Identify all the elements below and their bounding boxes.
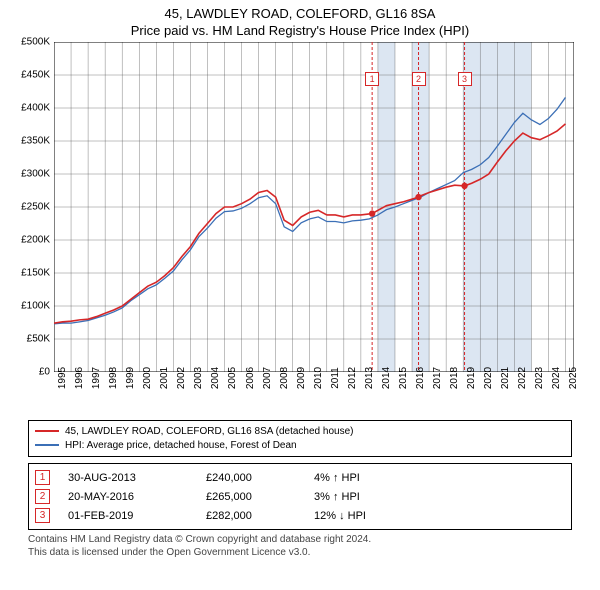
x-axis-tick-label: 2001 [159, 367, 170, 389]
x-axis-tick-label: 2024 [551, 367, 562, 389]
x-axis-tick-label: 2016 [415, 367, 426, 389]
x-axis-tick-label: 2022 [517, 367, 528, 389]
y-axis-tick-label: £50K [27, 334, 50, 345]
y-axis-tick-label: £450K [21, 70, 50, 81]
sale-row: 2 20-MAY-2016 £265,000 3% ↑ HPI [35, 487, 565, 506]
footer-attribution: Contains HM Land Registry data © Crown c… [28, 534, 572, 559]
sale-date: 30-AUG-2013 [68, 472, 188, 484]
legend-item: HPI: Average price, detached house, Fore… [35, 438, 565, 452]
x-axis-tick-label: 2020 [483, 367, 494, 389]
y-axis-tick-label: £150K [21, 268, 50, 279]
x-axis-tick-label: 2012 [347, 367, 358, 389]
legend-swatch [35, 444, 59, 446]
line-chart [54, 42, 574, 372]
sale-price: £265,000 [206, 491, 296, 503]
footer-line-1: Contains HM Land Registry data © Crown c… [28, 534, 572, 547]
x-axis-tick-label: 2010 [313, 367, 324, 389]
x-axis-tick-label: 2025 [568, 367, 579, 389]
footer-line-2: This data is licensed under the Open Gov… [28, 547, 572, 560]
y-axis-tick-label: £500K [21, 37, 50, 48]
legend-label: 45, LAWDLEY ROAD, COLEFORD, GL16 8SA (de… [65, 426, 353, 437]
sale-price: £240,000 [206, 472, 296, 484]
x-axis-tick-label: 2015 [398, 367, 409, 389]
event-marker-badge: 3 [458, 72, 472, 86]
chart-subtitle: Price paid vs. HM Land Registry's House … [0, 21, 600, 42]
x-axis-tick-label: 2006 [245, 367, 256, 389]
x-axis-tick-label: 2017 [432, 367, 443, 389]
x-axis-tick-label: 2019 [466, 367, 477, 389]
x-axis-tick-label: 1995 [57, 367, 68, 389]
y-axis-tick-label: £250K [21, 202, 50, 213]
y-axis-tick-label: £400K [21, 103, 50, 114]
chart-area: 1 2 3 £0 £50K £100K £150K £200K £250K £300K £350K £… [12, 42, 582, 416]
x-axis-tick-label: 2000 [142, 367, 153, 389]
y-axis-tick-label: £350K [21, 136, 50, 147]
x-axis-tick-label: 2003 [193, 367, 204, 389]
y-axis-tick-label: £100K [21, 301, 50, 312]
sales-table: 1 30-AUG-2013 £240,000 4% ↑ HPI 2 20-MAY-2016… [28, 463, 572, 530]
x-axis-tick-label: 2011 [330, 367, 341, 389]
sale-price: £282,000 [206, 510, 296, 522]
x-axis-tick-label: 2004 [210, 367, 221, 389]
sale-date: 20-MAY-2016 [68, 491, 188, 503]
legend-item: 45, LAWDLEY ROAD, COLEFORD, GL16 8SA (de… [35, 424, 565, 438]
sale-row: 1 30-AUG-2013 £240,000 4% ↑ HPI [35, 468, 565, 487]
y-axis-tick-label: £200K [21, 235, 50, 246]
x-axis-tick-label: 1997 [91, 367, 102, 389]
x-axis-tick-label: 2014 [381, 367, 392, 389]
sale-badge: 2 [35, 489, 50, 504]
sale-badge: 1 [35, 470, 50, 485]
x-axis-tick-label: 2002 [176, 367, 187, 389]
sale-delta: 3% ↑ HPI [314, 491, 424, 503]
x-axis-tick-label: 2008 [279, 367, 290, 389]
x-axis-tick-label: 2023 [534, 367, 545, 389]
sale-row: 3 01-FEB-2019 £282,000 12% ↓ HPI [35, 506, 565, 525]
sale-date: 01-FEB-2019 [68, 510, 188, 522]
sale-delta: 12% ↓ HPI [314, 510, 424, 522]
y-axis-tick-label: £300K [21, 169, 50, 180]
chart-title: 45, LAWDLEY ROAD, COLEFORD, GL16 8SA [0, 0, 600, 21]
event-marker-badge: 1 [365, 72, 379, 86]
x-axis-tick-label: 2009 [296, 367, 307, 389]
legend: 45, LAWDLEY ROAD, COLEFORD, GL16 8SA (de… [28, 420, 572, 457]
x-axis-tick-label: 1998 [108, 367, 119, 389]
event-marker-badge: 2 [412, 72, 426, 86]
sale-badge: 3 [35, 508, 50, 523]
x-axis-tick-label: 2021 [500, 367, 511, 389]
sale-delta: 4% ↑ HPI [314, 472, 424, 484]
x-axis-tick-label: 2018 [449, 367, 460, 389]
legend-swatch [35, 430, 59, 432]
legend-label: HPI: Average price, detached house, Fore… [65, 440, 297, 451]
x-axis-tick-label: 2007 [262, 367, 273, 389]
x-axis-tick-label: 2013 [364, 367, 375, 389]
x-axis-tick-label: 1996 [74, 367, 85, 389]
x-axis-tick-label: 2005 [227, 367, 238, 389]
x-axis-tick-label: 1999 [125, 367, 136, 389]
y-axis-tick-label: £0 [39, 367, 50, 378]
